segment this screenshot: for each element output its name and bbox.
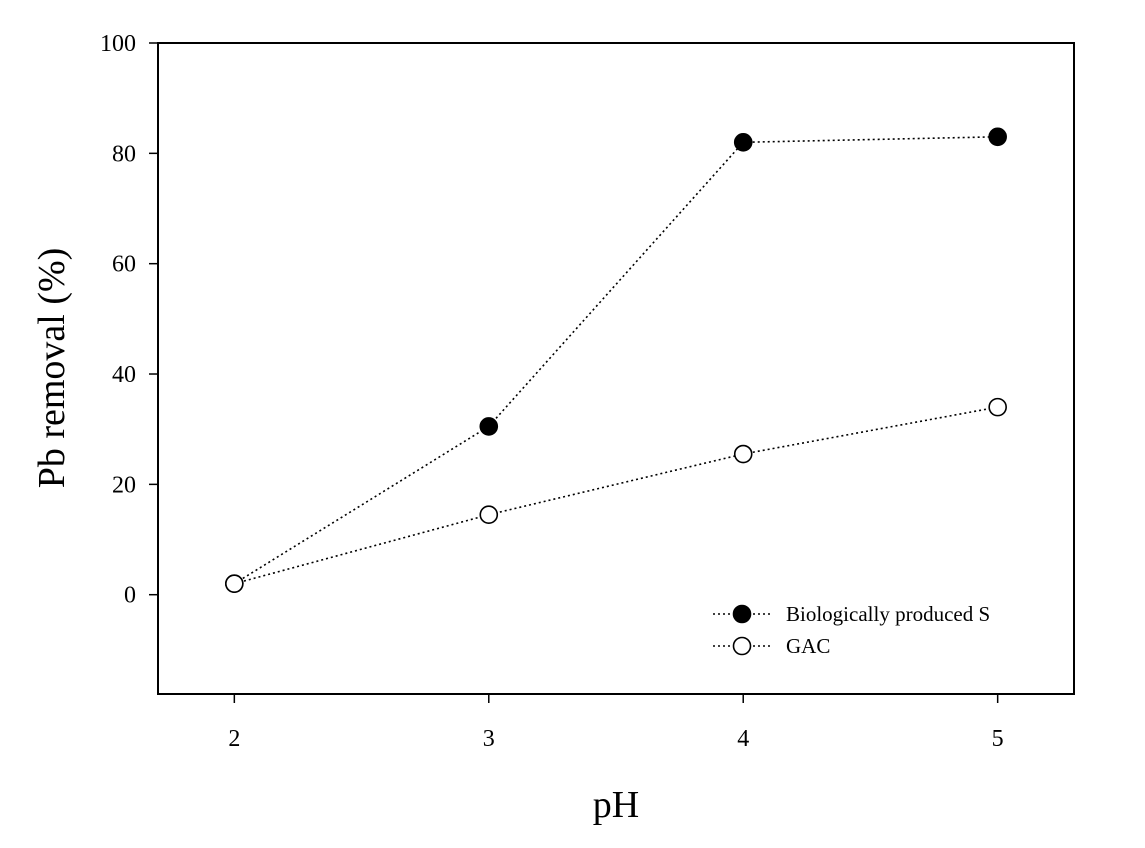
open-data-point: [225, 574, 244, 593]
x-tick-label: 4: [737, 726, 749, 752]
legend-marker-1: [732, 604, 752, 624]
plot-frame: [157, 42, 1075, 695]
x-tick-label: 5: [992, 726, 1004, 752]
open-data-point: [733, 444, 753, 464]
y-tick-label: 80: [112, 141, 136, 167]
legend-label-2: GAC: [786, 634, 830, 658]
filled-data-point: [988, 127, 1007, 147]
y-axis: 0 20 40 60 80 100: [100, 31, 158, 609]
legend-marker-2: [732, 636, 752, 656]
y-tick-label: 40: [112, 362, 136, 388]
series-line-1: [233, 135, 998, 585]
open-data-point: [479, 505, 499, 524]
x-tick-label: 3: [483, 726, 495, 752]
filled-data-point: [733, 133, 753, 152]
y-tick-label: 0: [124, 583, 136, 609]
legend-label-1: Biologically produced S: [786, 602, 990, 626]
y-tick-label: 60: [112, 252, 136, 278]
y-tick-label: 100: [100, 31, 136, 57]
x-axis: 2 3 4 5: [228, 694, 1004, 752]
filled-data-point: [479, 417, 499, 436]
y-axis-title: Pb removal (%): [31, 248, 73, 489]
x-axis-title: pH: [593, 784, 639, 826]
x-tick-label: 2: [228, 726, 240, 752]
y-tick-label: 20: [112, 472, 136, 498]
open-data-point: [988, 397, 1007, 417]
series-line-2: [234, 406, 998, 585]
series-layer: [225, 127, 1007, 593]
legend: Biologically produced S GAC: [713, 602, 990, 658]
